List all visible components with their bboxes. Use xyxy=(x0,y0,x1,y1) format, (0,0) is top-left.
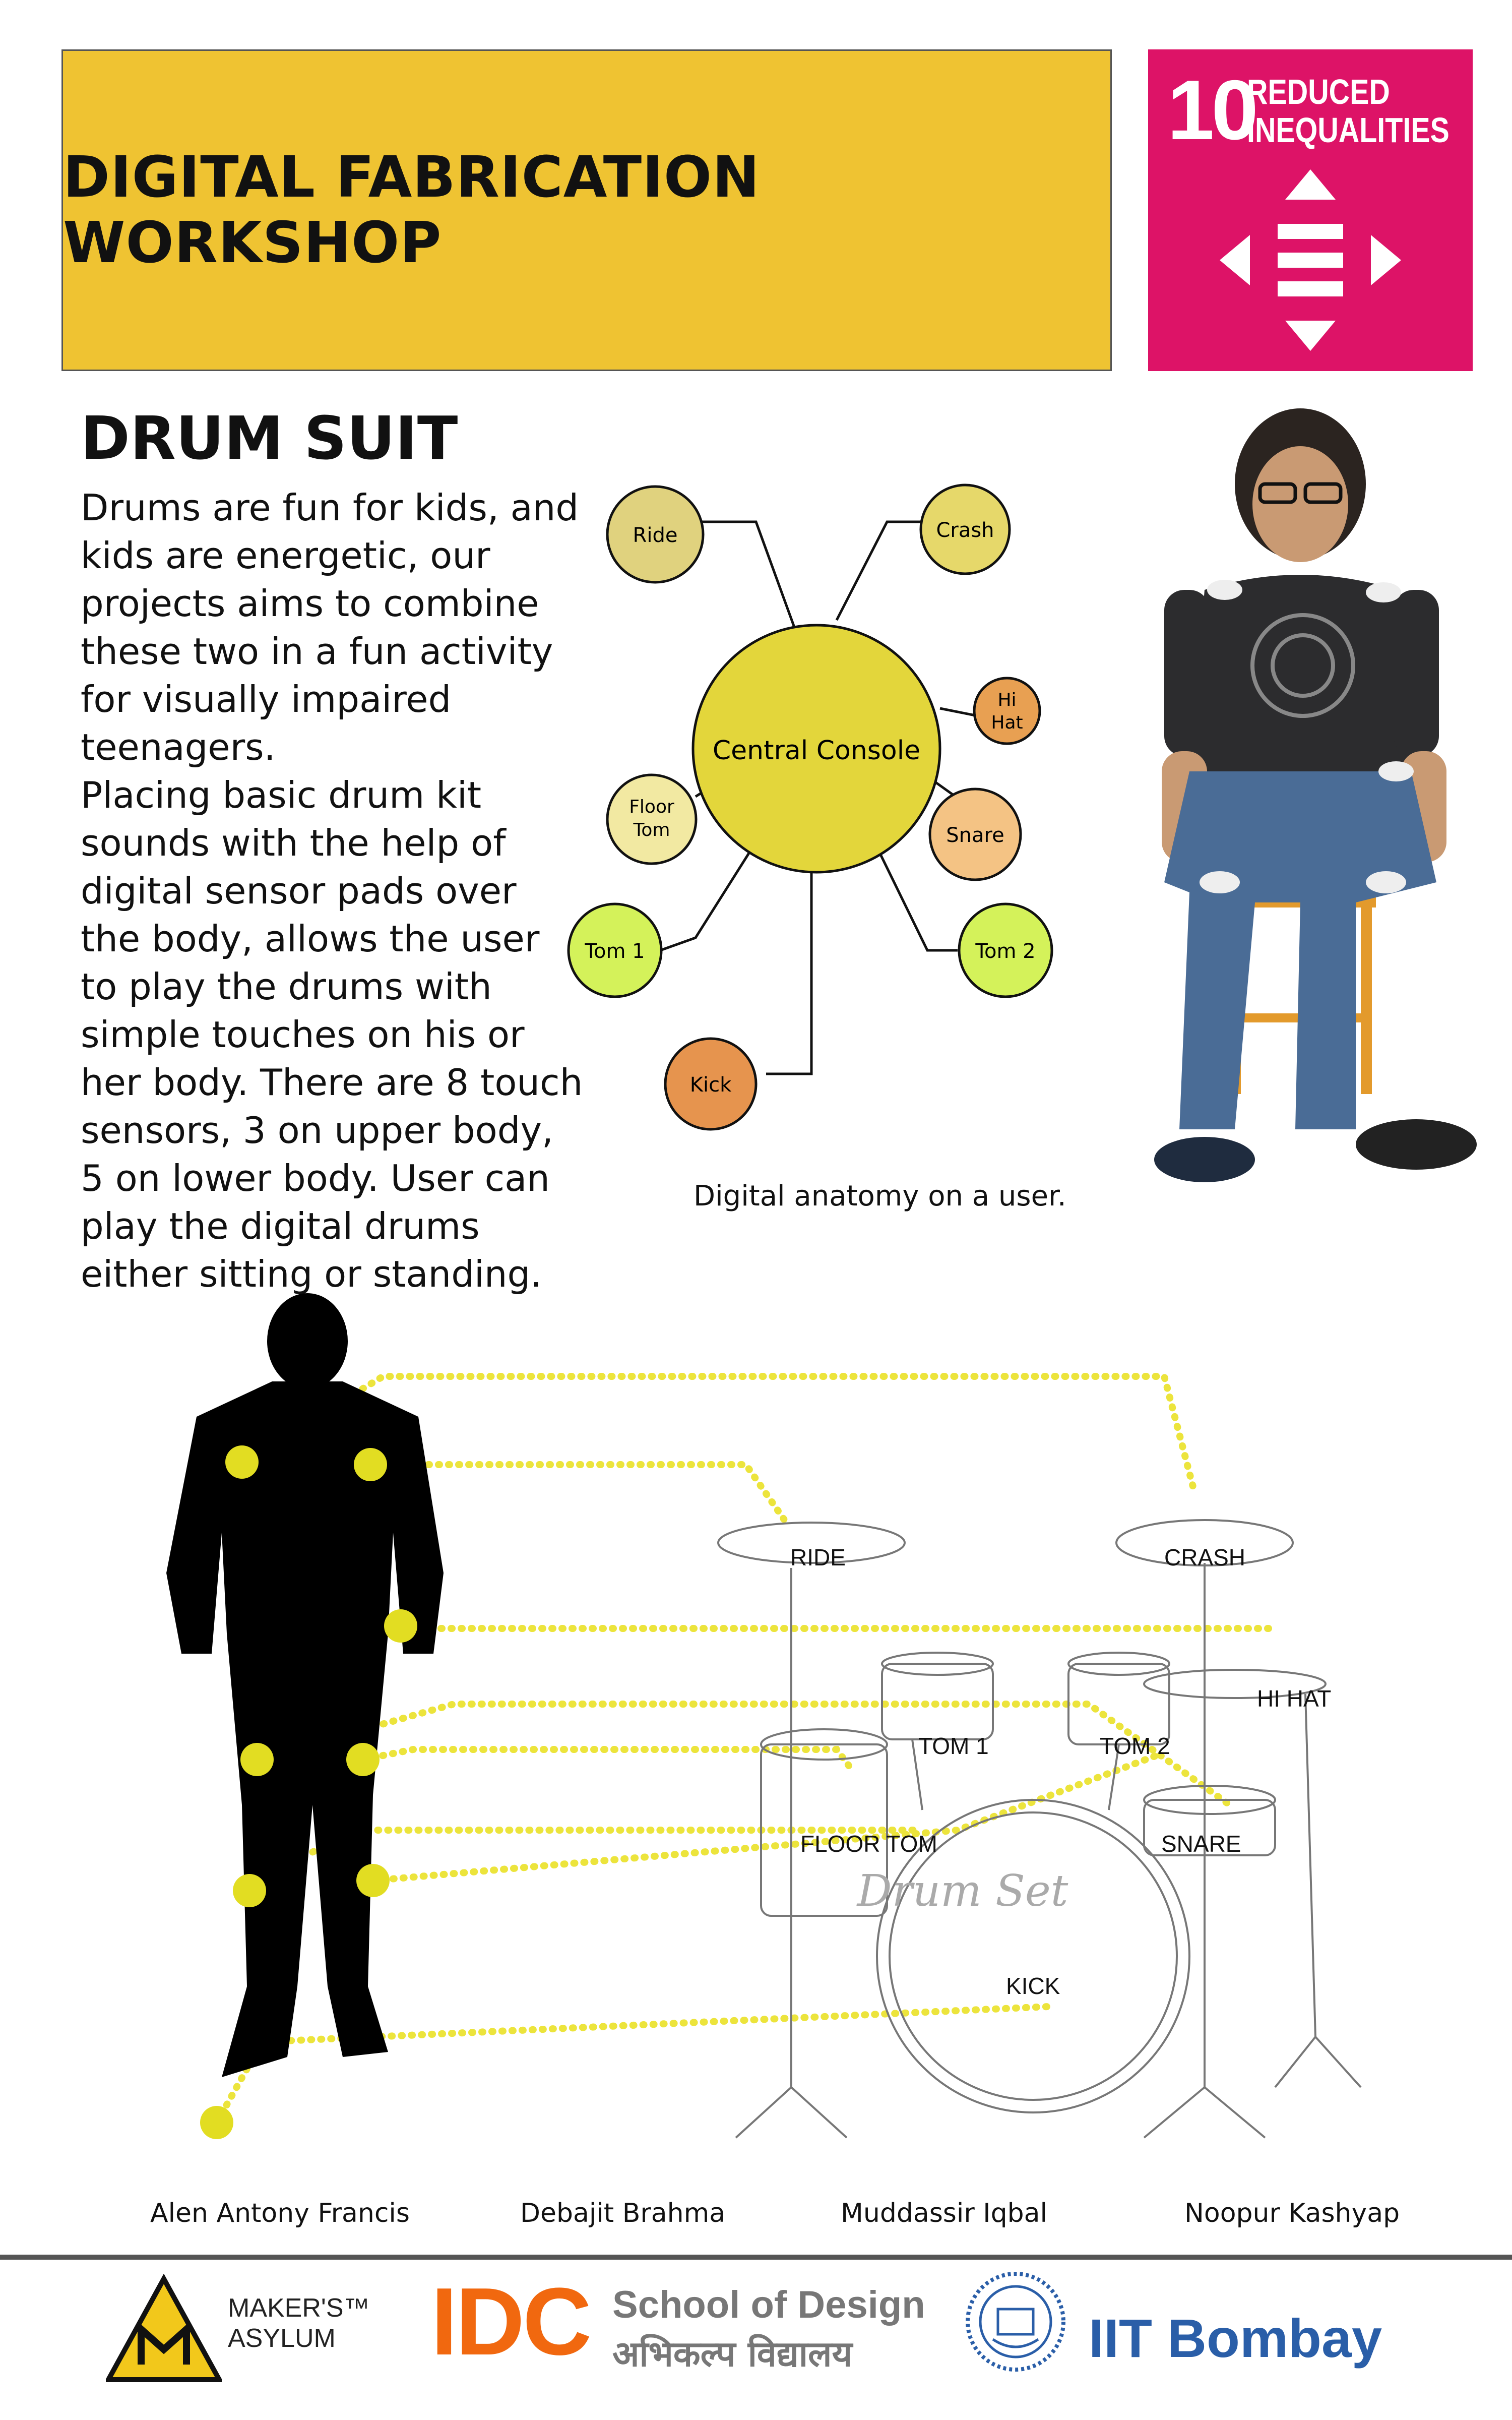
team-member-1: Alen Antony Francis xyxy=(150,2198,410,2228)
drum-label-snare: SNARE xyxy=(1161,1831,1241,1857)
photo-caption: Digital anatomy on a user. xyxy=(694,1180,1066,1213)
iit-bombay-name: IIT Bombay xyxy=(1089,2308,1382,2369)
drum-kit-illustration: Drum Set xyxy=(717,1519,1362,2139)
drum-label-hihat: HI HAT xyxy=(1257,1685,1332,1712)
idc-logo-letters: IDC xyxy=(431,2268,592,2375)
drum-set-brand-label: Drum Set xyxy=(856,1866,1068,1916)
console-diagram: Central Console Ride Crash Hi Hat Hi Hat… xyxy=(567,483,1053,1131)
footer-divider xyxy=(0,2255,1512,2260)
equality-arrows-icon xyxy=(1220,169,1401,351)
iit-bombay-emblem-icon xyxy=(966,2272,1065,2372)
team-member-2: Debajit Brahma xyxy=(520,2198,726,2228)
node-central-console: Central Console xyxy=(691,624,941,874)
svg-text:Floor: Floor xyxy=(629,797,674,817)
node-ride: Ride xyxy=(606,485,705,584)
node-crash: Crash xyxy=(919,483,1011,575)
svg-text:Hi: Hi xyxy=(997,690,1016,710)
central-console-label: Central Console xyxy=(713,736,920,766)
sdg-label: REDUCED INEQUALITIES xyxy=(1247,72,1450,150)
crash-label: Crash xyxy=(936,519,994,542)
svg-text:Tom: Tom xyxy=(633,820,670,840)
tom1-label: Tom 1 xyxy=(584,940,645,963)
sdg-badge: 10 REDUCED INEQUALITIES xyxy=(1148,49,1473,371)
header-banner: DIGITAL FABRICATION WORKSHOP xyxy=(61,49,1112,371)
makers-asylum-logo-icon xyxy=(106,2274,222,2382)
node-snare: Snare xyxy=(928,788,1022,881)
user-photo xyxy=(1154,408,1477,1182)
description-paragraph-1: Drums are fun for kids, and kids are ene… xyxy=(81,487,579,768)
project-title: DRUM SUIT xyxy=(81,403,458,473)
team-member-4: Noopur Kashyap xyxy=(1184,2198,1400,2228)
tom2-label: Tom 2 xyxy=(975,940,1035,963)
node-tom1: Tom 1 xyxy=(567,902,663,998)
drum-label-floortom: FLOOR TOM xyxy=(800,1831,937,1857)
drum-label-tom1: TOM 1 xyxy=(918,1733,989,1759)
drum-label-kick: KICK xyxy=(1006,1973,1060,1999)
node-floortom: Floor Tom Floor Tom xyxy=(606,773,698,865)
ride-label: Ride xyxy=(633,524,678,547)
svg-text:Hat: Hat xyxy=(991,712,1023,733)
node-tom2: Tom 2 xyxy=(958,902,1053,998)
snare-label: Snare xyxy=(946,824,1004,847)
page-title: DIGITAL FABRICATION WORKSHOP xyxy=(63,145,760,276)
makers-asylum-text: MAKER'S™ ASYLUM xyxy=(228,2293,370,2353)
human-silhouette xyxy=(166,1293,444,2139)
node-kick: Kick xyxy=(664,1037,758,1131)
drum-label-ride: RIDE xyxy=(790,1544,846,1570)
sdg-number: 10 xyxy=(1167,63,1258,157)
node-hihat: Hi Hat Hi Hat xyxy=(973,677,1041,745)
kick-label: Kick xyxy=(690,1073,732,1097)
idc-hindi-name: अभिकल्प विद्यालय xyxy=(612,2333,853,2375)
description-paragraph-2: Placing basic drum kit sounds with the h… xyxy=(81,774,583,1295)
drum-label-tom2: TOM 2 xyxy=(1100,1733,1170,1759)
project-description: Drums are fun for kids, and kids are ene… xyxy=(81,484,585,1298)
team-member-3: Muddassir Iqbal xyxy=(841,2198,1047,2228)
drum-label-crash: CRASH xyxy=(1164,1544,1246,1570)
idc-school-name: School of Design xyxy=(612,2283,925,2326)
